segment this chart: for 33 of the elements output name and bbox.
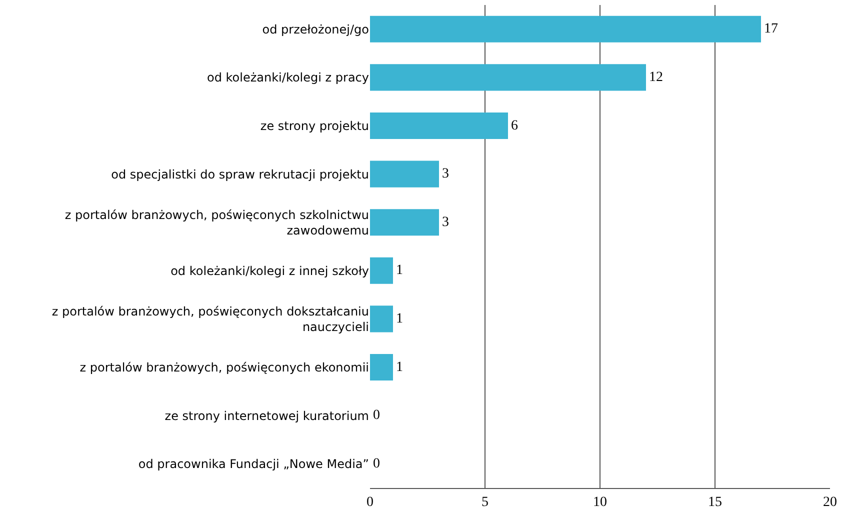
- x-tick-label: 5: [482, 494, 488, 510]
- data-label: 6: [511, 118, 518, 134]
- y-tick-label: od koleżanki/kolegi z innej szkoły: [170, 264, 369, 278]
- y-tick-label: z portalów branżowych, poświęconych dokształcaniu nauczycieli: [52, 304, 369, 334]
- bar: [370, 160, 439, 188]
- data-label: 1: [396, 360, 403, 375]
- x-tick-label: 15: [708, 494, 722, 510]
- data-label: 1: [396, 311, 403, 326]
- y-tick-label: od przełożonej/go: [262, 22, 369, 36]
- y-tick-label: od specjalistki do spraw rekrutacji projektu: [111, 167, 369, 182]
- y-tick-label: od pracownika Fundacji „Nowe Media”: [138, 457, 369, 472]
- x-tick-label: 0: [366, 494, 374, 510]
- data-label: 0: [373, 408, 380, 424]
- x-tick-label: 10: [593, 494, 607, 510]
- data-label: 1: [396, 263, 403, 278]
- data-label: 17: [764, 22, 778, 37]
- bar: [370, 112, 508, 140]
- bar: [370, 209, 439, 236]
- data-label: 3: [442, 214, 449, 230]
- y-tick-label: ze strony internetowej kuratorium: [164, 408, 369, 423]
- y-tick-label: z portalów branżowych, poświęconych ekonomii: [80, 360, 369, 374]
- data-label: 12: [649, 70, 663, 85]
- data-label: 3: [442, 166, 449, 182]
- bar: [370, 257, 393, 284]
- x-tick-label: 20: [823, 494, 837, 510]
- bar: [370, 306, 393, 332]
- y-tick-label: od koleżanki/kolegi z pracy: [207, 70, 369, 85]
- y-tick-label: z portalów branżowych, poświęconych szkolnictwu zawodowemu: [64, 208, 369, 238]
- bar: [370, 354, 393, 381]
- data-label: 0: [373, 456, 380, 472]
- y-tick-label: ze strony projektu: [260, 118, 369, 133]
- bar: [370, 64, 646, 91]
- bar: [370, 16, 761, 42]
